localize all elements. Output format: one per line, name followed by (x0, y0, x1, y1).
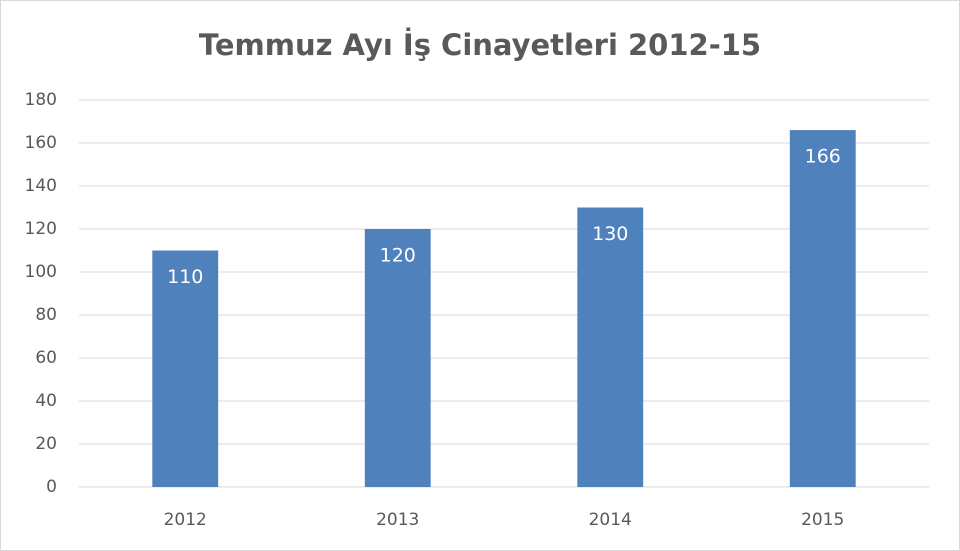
y-tick-label: 120 (25, 219, 57, 239)
x-tick-label: 2015 (801, 510, 844, 530)
y-tick-label: 160 (25, 133, 57, 153)
bar (152, 250, 219, 487)
y-tick-label: 140 (25, 176, 57, 196)
data-label: 166 (805, 146, 841, 168)
y-tick-label: 0 (46, 477, 57, 497)
bar (577, 207, 644, 487)
data-label: 120 (380, 245, 416, 267)
x-tick-label: 2014 (589, 510, 632, 530)
x-tick-label: 2012 (164, 510, 207, 530)
y-tick-label: 60 (35, 348, 57, 368)
y-tick-label: 40 (35, 391, 57, 411)
bar (789, 130, 856, 487)
chart-title: Temmuz Ayı İş Cinayetleri 2012-15 (199, 28, 761, 62)
bar (364, 229, 431, 487)
data-label: 130 (592, 223, 628, 245)
y-tick-label: 180 (25, 90, 57, 110)
y-tick-label: 20 (35, 434, 57, 454)
y-tick-label: 100 (25, 262, 57, 282)
y-tick-label: 80 (35, 305, 57, 325)
x-tick-label: 2013 (376, 510, 419, 530)
data-label: 110 (167, 266, 203, 288)
